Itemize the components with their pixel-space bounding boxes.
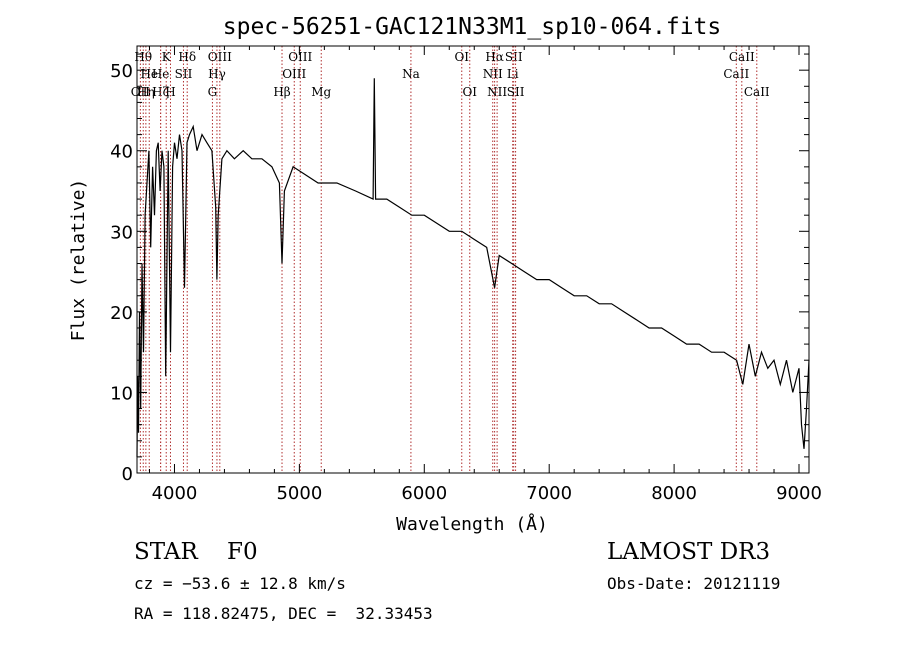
- observation-date: Obs-Date: 20121119: [607, 574, 781, 593]
- line-marker-label: CaII: [723, 67, 749, 81]
- line-marker-label: Na: [402, 67, 420, 81]
- survey-name: LAMOST DR3: [607, 539, 771, 565]
- y-tick-label: 10: [110, 383, 133, 404]
- line-marker-label: H: [165, 85, 175, 99]
- line-marker-label: Li: [507, 67, 519, 81]
- x-axis-label: Wavelength (Å): [396, 513, 548, 535]
- line-marker-label: He: [152, 67, 170, 81]
- y-tick-label: 30: [110, 222, 133, 243]
- x-tick-label: 9000: [776, 483, 822, 504]
- y-axis-label: Flux (relative): [68, 179, 89, 342]
- y-tick-label: 50: [110, 61, 133, 82]
- line-marker-label: OI: [462, 85, 477, 99]
- line-marker-label: SII: [507, 85, 525, 99]
- line-marker-label: CaII: [729, 50, 755, 64]
- line-marker-label: OIII: [288, 50, 312, 64]
- chart-title: spec-56251-GAC121N33M1_sp10-064.fits: [223, 14, 722, 40]
- line-marker-label: OIII: [282, 67, 306, 81]
- line-marker-label: Hα: [485, 50, 504, 64]
- line-marker-label: NII: [487, 85, 507, 99]
- x-tick-label: 7000: [526, 483, 572, 504]
- line-marker-label: Hθ: [134, 50, 152, 64]
- line-marker-label: CaII: [744, 85, 770, 99]
- emission-line-markers: OIIHθHηHeHζHeKHSIIHδGHγOIIIHβOIIIOIIIMgN…: [131, 46, 770, 473]
- line-marker-label: Hγ: [208, 67, 226, 81]
- line-marker-label: Mg: [311, 85, 331, 99]
- x-tick-label: 5000: [276, 483, 322, 504]
- line-marker-label: SII: [175, 67, 193, 81]
- y-tick-label: 20: [110, 303, 133, 324]
- line-marker-label: SII: [505, 50, 523, 64]
- y-axis: 0 10 20 30 40 50: [110, 53, 809, 485]
- x-tick-label: 4000: [152, 483, 198, 504]
- object-class: STAR F0: [134, 539, 258, 565]
- sky-coordinates: RA = 118.82475, DEC = 32.33453: [134, 604, 433, 623]
- y-tick-label: 0: [122, 464, 133, 485]
- line-marker-label: Hη: [137, 85, 155, 99]
- line-marker-label: OIII: [208, 50, 232, 64]
- line-marker-label: NII: [483, 67, 503, 81]
- line-marker-label: K: [162, 50, 172, 64]
- plot-frame: [136, 45, 810, 474]
- line-marker-label: G: [208, 85, 218, 99]
- line-marker-label: OI: [454, 50, 469, 64]
- flux-series-line: [136, 78, 810, 457]
- x-axis: 4000 5000 6000 7000 8000 9000: [148, 46, 822, 504]
- x-tick-label: 6000: [401, 483, 447, 504]
- x-tick-label: 8000: [651, 483, 697, 504]
- line-marker-label: Hβ: [273, 85, 290, 99]
- redshift-readout: cz = −53.6 ± 12.8 km/s: [134, 574, 346, 593]
- y-tick-label: 40: [110, 142, 133, 163]
- line-marker-label: Hδ: [178, 50, 196, 64]
